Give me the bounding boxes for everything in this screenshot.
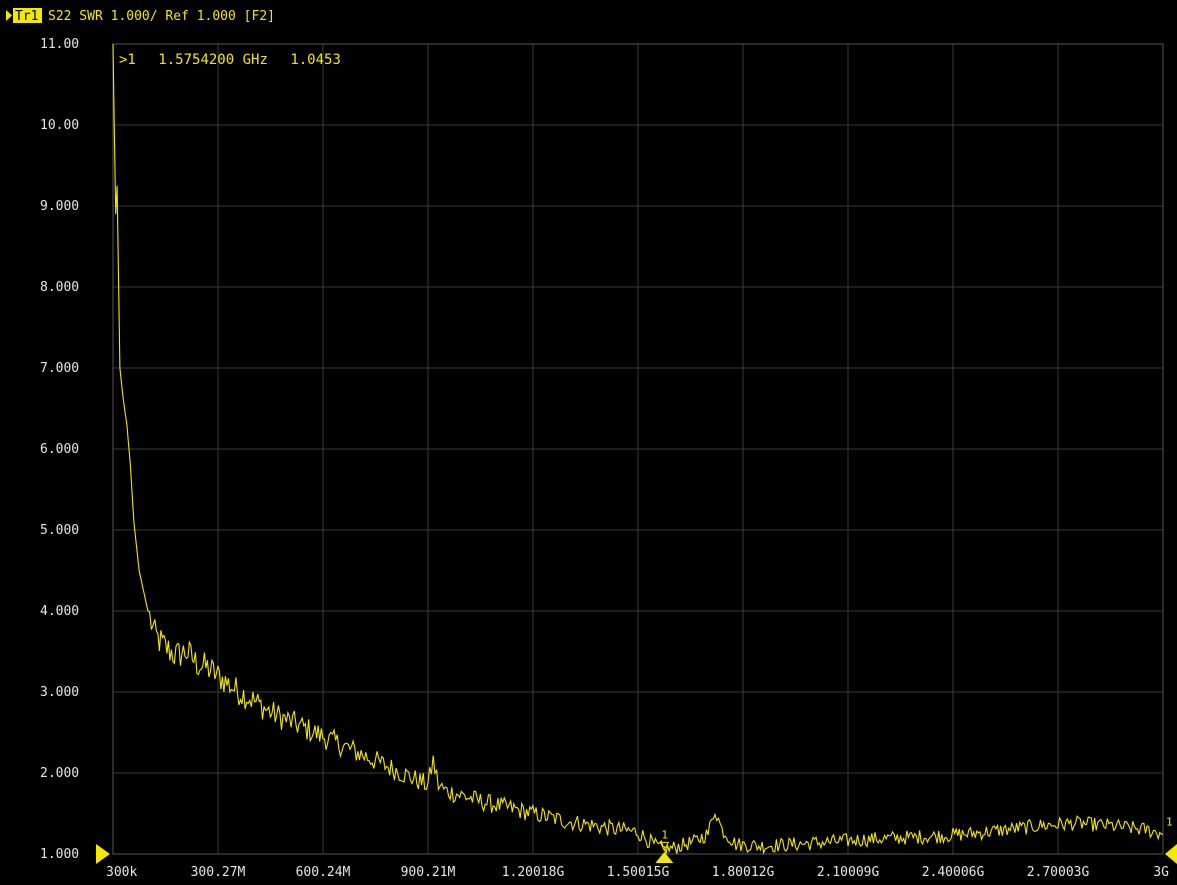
marker-readout: >1 1.5754200 GHz 1.0453 (119, 52, 341, 68)
marker-layer: 11 (96, 816, 1177, 864)
y-tick-label: 10.00 (40, 118, 79, 133)
x-tick-label: 300k (106, 865, 137, 880)
trace-badge[interactable] (13, 8, 42, 23)
y-tick-label: 9.000 (40, 199, 79, 214)
trace-line (112, 43, 1164, 855)
marker-readout-prefix: >1 (119, 52, 136, 68)
x-tick-label: 2.70003G (1027, 865, 1090, 880)
marker-1-right-label: 1 (1166, 816, 1173, 829)
y-tick-label: 6.000 (40, 442, 79, 457)
trace-header[interactable]: Tr1 S22 SWR 1.000/ Ref 1.000 [F2] (6, 8, 275, 24)
reference-level-right-icon[interactable] (1165, 844, 1177, 864)
marker-1-indicator[interactable] (659, 841, 670, 852)
x-tick-label: 600.24M (296, 865, 351, 880)
y-tick-label: 4.000 (40, 604, 79, 619)
x-tick-label: 300.27M (191, 865, 246, 880)
x-tick-label: 900.21M (401, 865, 456, 880)
y-tick-label: 7.000 (40, 361, 79, 376)
x-tick-label: 3G (1153, 865, 1169, 880)
x-tick-label: 2.40006G (922, 865, 985, 880)
marker-readout-value: 1.0453 (290, 52, 341, 68)
plot-frame (112, 43, 1164, 855)
marker-1-label: 1 (661, 828, 668, 841)
y-tick-label: 1.000 (40, 847, 79, 862)
y-tick-label: 2.000 (40, 766, 79, 781)
trace-label: Tr1 (15, 9, 38, 24)
y-tick-label: 5.000 (40, 523, 79, 538)
x-tick-label: 2.10009G (817, 865, 880, 880)
header-arrow-icon (6, 10, 12, 21)
x-axis-ticks: 300k 300.27M 600.24M 900.21M 1.20018G 1.50015… (106, 865, 1169, 880)
plot-grid (112, 43, 1164, 855)
marker-readout-frequency: 1.5754200 GHz (158, 52, 268, 68)
y-tick-label: 3.000 (40, 685, 79, 700)
x-tick-label: 1.20018G (502, 865, 565, 880)
y-axis-ticks: 11.00 10.00 9.000 8.000 7.000 6.000 5.000 4.000… (40, 37, 79, 862)
y-tick-label: 11.00 (40, 37, 79, 52)
trace-series (112, 43, 1164, 855)
y-tick-label: 8.000 (40, 280, 79, 295)
x-tick-label: 1.80012G (712, 865, 775, 880)
trace-description: S22 SWR 1.000/ Ref 1.000 [F2] (48, 9, 275, 24)
x-tick-label: 1.50015G (607, 865, 670, 880)
marker-1-bottom-triangle[interactable] (655, 852, 674, 863)
reference-level-left-icon[interactable] (96, 844, 110, 864)
